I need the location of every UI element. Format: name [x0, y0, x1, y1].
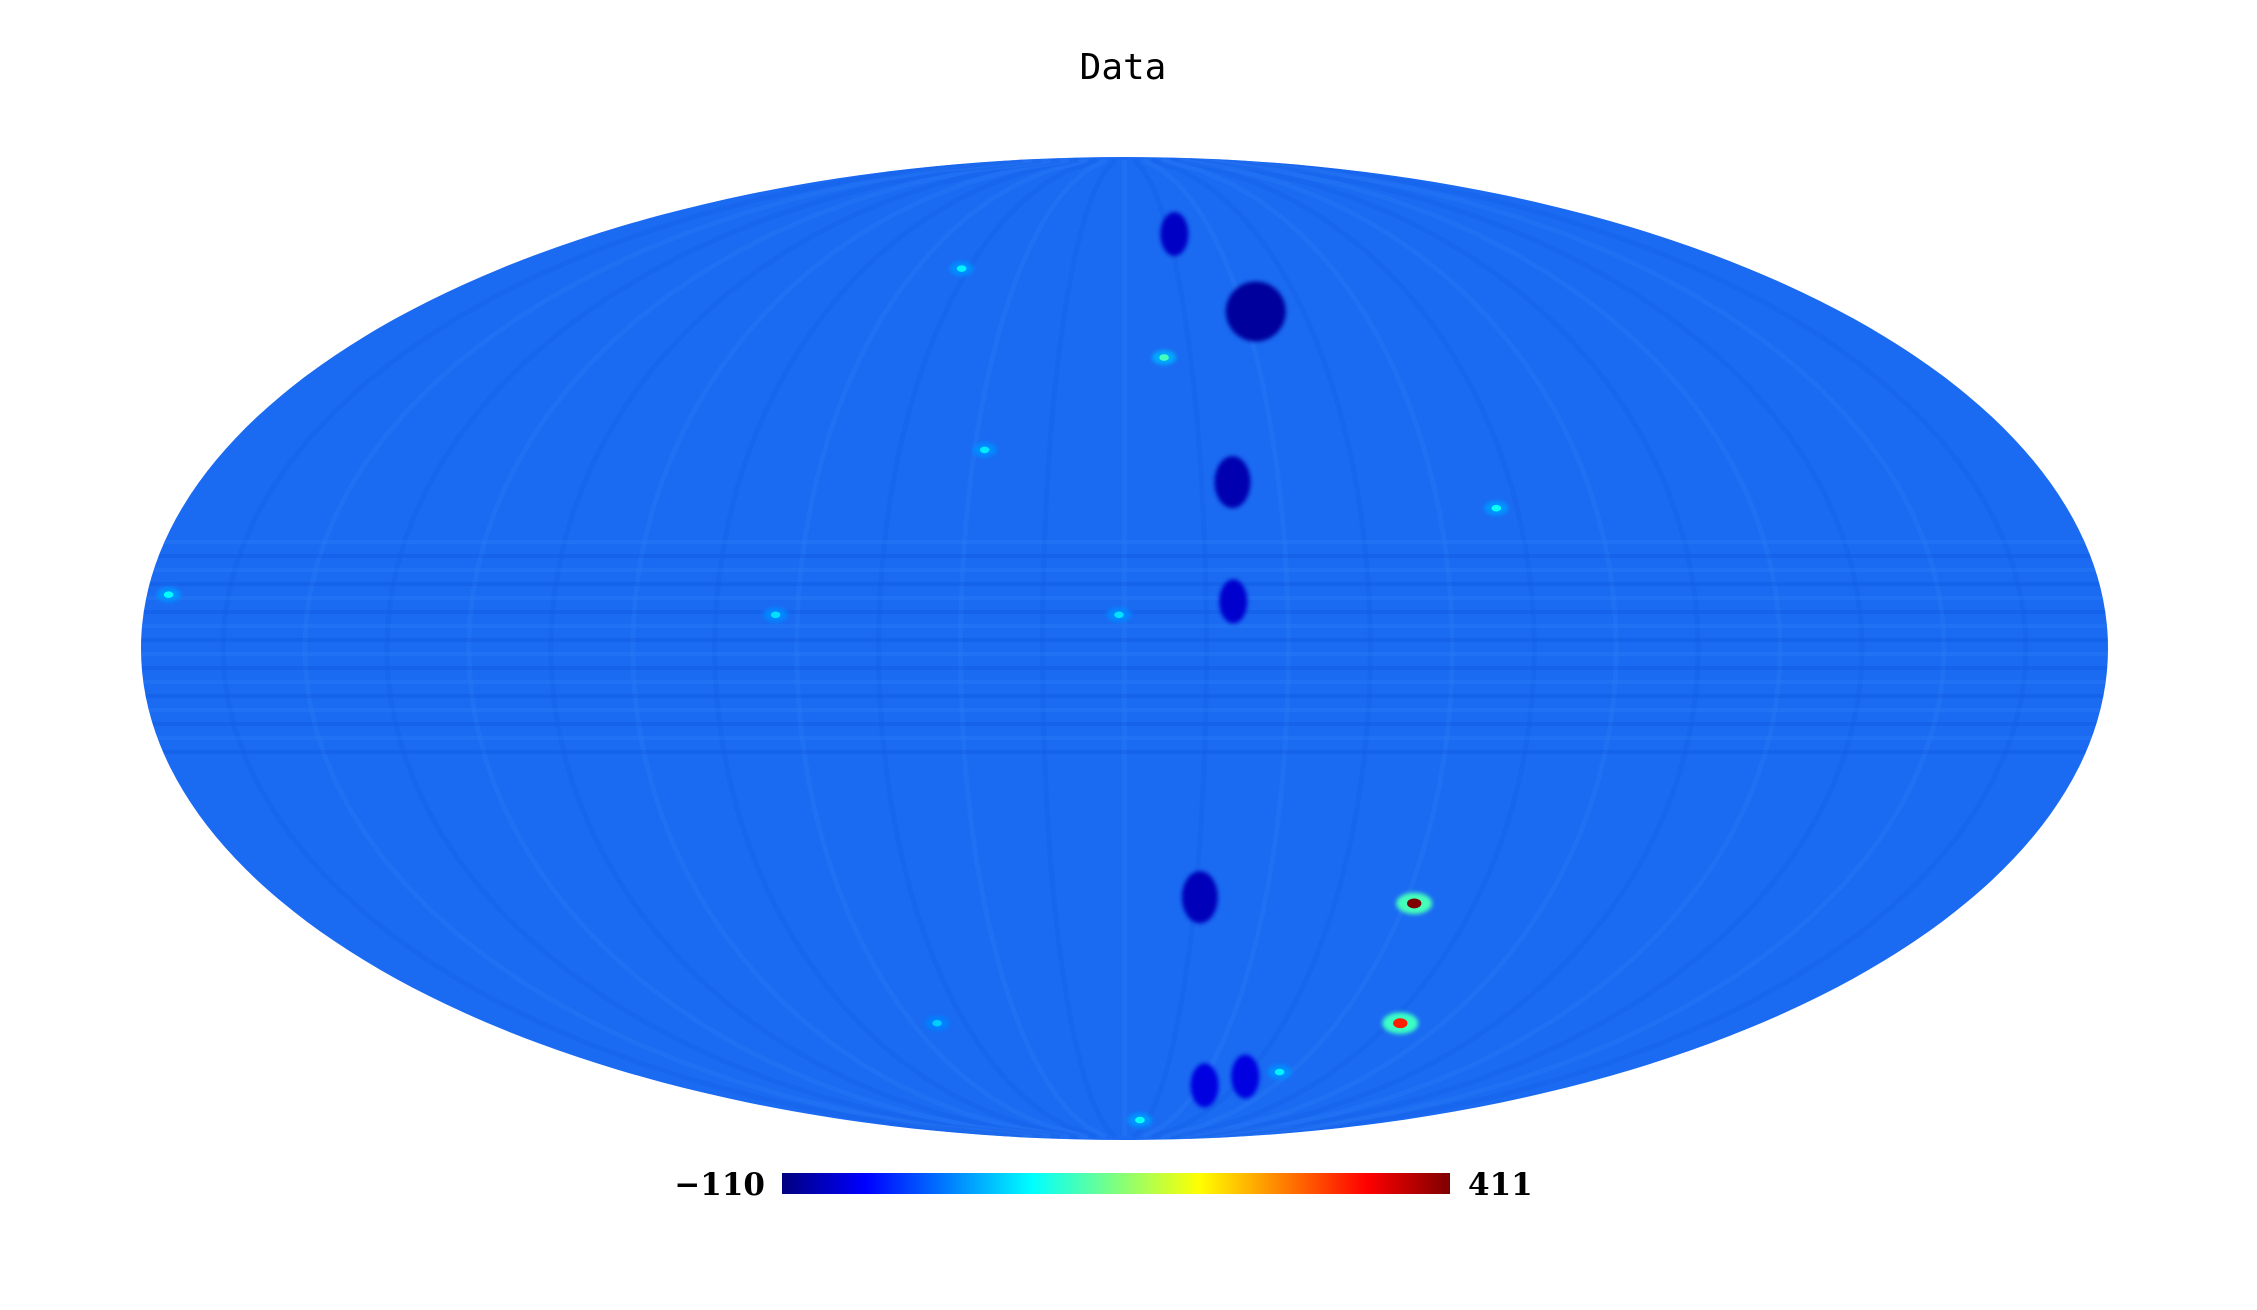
- equatorial-stripe: [141, 750, 2108, 754]
- meridian-streak: [1188, 157, 1701, 1140]
- hot-spot-13: [763, 607, 788, 622]
- meridian-streak: [958, 157, 1108, 1140]
- equatorial-stripe: [141, 708, 2108, 712]
- equatorial-stripe: [141, 722, 2108, 726]
- equatorial-stripe: [141, 596, 2108, 600]
- meridian-streak: [1225, 157, 2029, 1140]
- meridian-streak: [712, 157, 1079, 1140]
- cold-spot-2: [1219, 579, 1248, 624]
- cold-spot-0: [1225, 281, 1286, 342]
- cold-spot-1: [1214, 456, 1251, 509]
- map-texture: [141, 157, 2108, 1140]
- equatorial-stripe: [141, 638, 2108, 642]
- hot-spot-5: [1152, 350, 1177, 365]
- hot-spot-8: [1484, 501, 1509, 516]
- sky-map: [141, 157, 2108, 1140]
- equatorial-stripe: [141, 554, 2108, 558]
- meridian-streak: [876, 157, 1098, 1140]
- meridian-streak: [1216, 157, 1947, 1140]
- equatorial-stripe: [141, 582, 2108, 586]
- equatorial-stripe: [141, 624, 2108, 628]
- meridian-streak: [302, 157, 1033, 1140]
- meridian-streak: [630, 157, 1070, 1140]
- hot-spot-12: [156, 587, 181, 602]
- equatorial-stripe: [141, 736, 2108, 740]
- hot-spot-11: [1107, 607, 1131, 622]
- colorbar-max-label: 411: [1468, 1167, 1533, 1203]
- meridian-streak: [1207, 157, 1865, 1140]
- cold-spot-17: [1231, 1054, 1260, 1099]
- meridian-streak: [1160, 157, 1455, 1140]
- meridian-streak: [1131, 158, 1210, 1139]
- hot-spot-14: [1127, 1112, 1152, 1128]
- hot-spot-15: [925, 1016, 950, 1031]
- equatorial-stripe: [141, 652, 2108, 656]
- hot-spot-7: [1382, 1012, 1419, 1034]
- equatorial-stripe: [141, 666, 2108, 670]
- meridian-streak: [1039, 158, 1118, 1139]
- equatorial-stripe: [141, 540, 2108, 544]
- colorbar: −110 411: [674, 1167, 1532, 1203]
- hot-spot-9: [949, 261, 974, 276]
- map-features: [156, 212, 1509, 1128]
- meridian-streak: [1198, 157, 1783, 1140]
- hot-spot-10: [972, 442, 997, 458]
- cold-spot-16: [1190, 1063, 1219, 1108]
- equatorial-stripe: [141, 694, 2108, 698]
- colorbar-min-label: −110: [674, 1167, 765, 1203]
- colorbar-gradient-bar: [782, 1173, 1450, 1194]
- meridian-streak: [1151, 157, 1373, 1140]
- map-title: Data: [1080, 47, 1167, 88]
- hot-spot-6: [1396, 892, 1433, 915]
- equatorial-stripe: [141, 680, 2108, 684]
- meridian-streak: [466, 157, 1051, 1140]
- meridian-streak: [794, 157, 1089, 1140]
- meridian-streak: [1141, 157, 1291, 1140]
- meridian-streak: [384, 157, 1042, 1140]
- meridian-streak: [220, 157, 1024, 1140]
- meridian-streak: [1179, 157, 1619, 1140]
- cold-spot-4: [1160, 212, 1189, 257]
- map-background: [141, 157, 2108, 1140]
- hot-spot-18: [1267, 1064, 1292, 1080]
- meridian-streak: [548, 157, 1061, 1140]
- cold-spot-3: [1181, 871, 1218, 924]
- equatorial-stripe: [141, 568, 2108, 572]
